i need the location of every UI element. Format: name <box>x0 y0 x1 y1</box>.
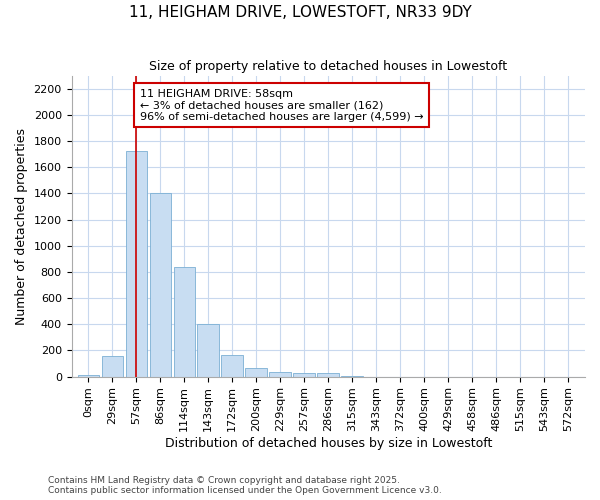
Bar <box>101 356 123 376</box>
Bar <box>293 374 315 376</box>
Bar <box>149 194 171 376</box>
Bar <box>317 374 339 376</box>
Bar <box>197 324 219 376</box>
Bar <box>269 372 291 376</box>
Title: Size of property relative to detached houses in Lowestoft: Size of property relative to detached ho… <box>149 60 508 73</box>
Y-axis label: Number of detached properties: Number of detached properties <box>15 128 28 324</box>
Text: Contains HM Land Registry data © Crown copyright and database right 2025.
Contai: Contains HM Land Registry data © Crown c… <box>48 476 442 495</box>
Bar <box>173 268 195 376</box>
Text: 11 HEIGHAM DRIVE: 58sqm
← 3% of detached houses are smaller (162)
96% of semi-de: 11 HEIGHAM DRIVE: 58sqm ← 3% of detached… <box>140 88 424 122</box>
Text: 11, HEIGHAM DRIVE, LOWESTOFT, NR33 9DY: 11, HEIGHAM DRIVE, LOWESTOFT, NR33 9DY <box>128 5 472 20</box>
Bar <box>125 152 147 376</box>
Bar <box>221 355 243 376</box>
Bar <box>245 368 267 376</box>
X-axis label: Distribution of detached houses by size in Lowestoft: Distribution of detached houses by size … <box>164 437 492 450</box>
